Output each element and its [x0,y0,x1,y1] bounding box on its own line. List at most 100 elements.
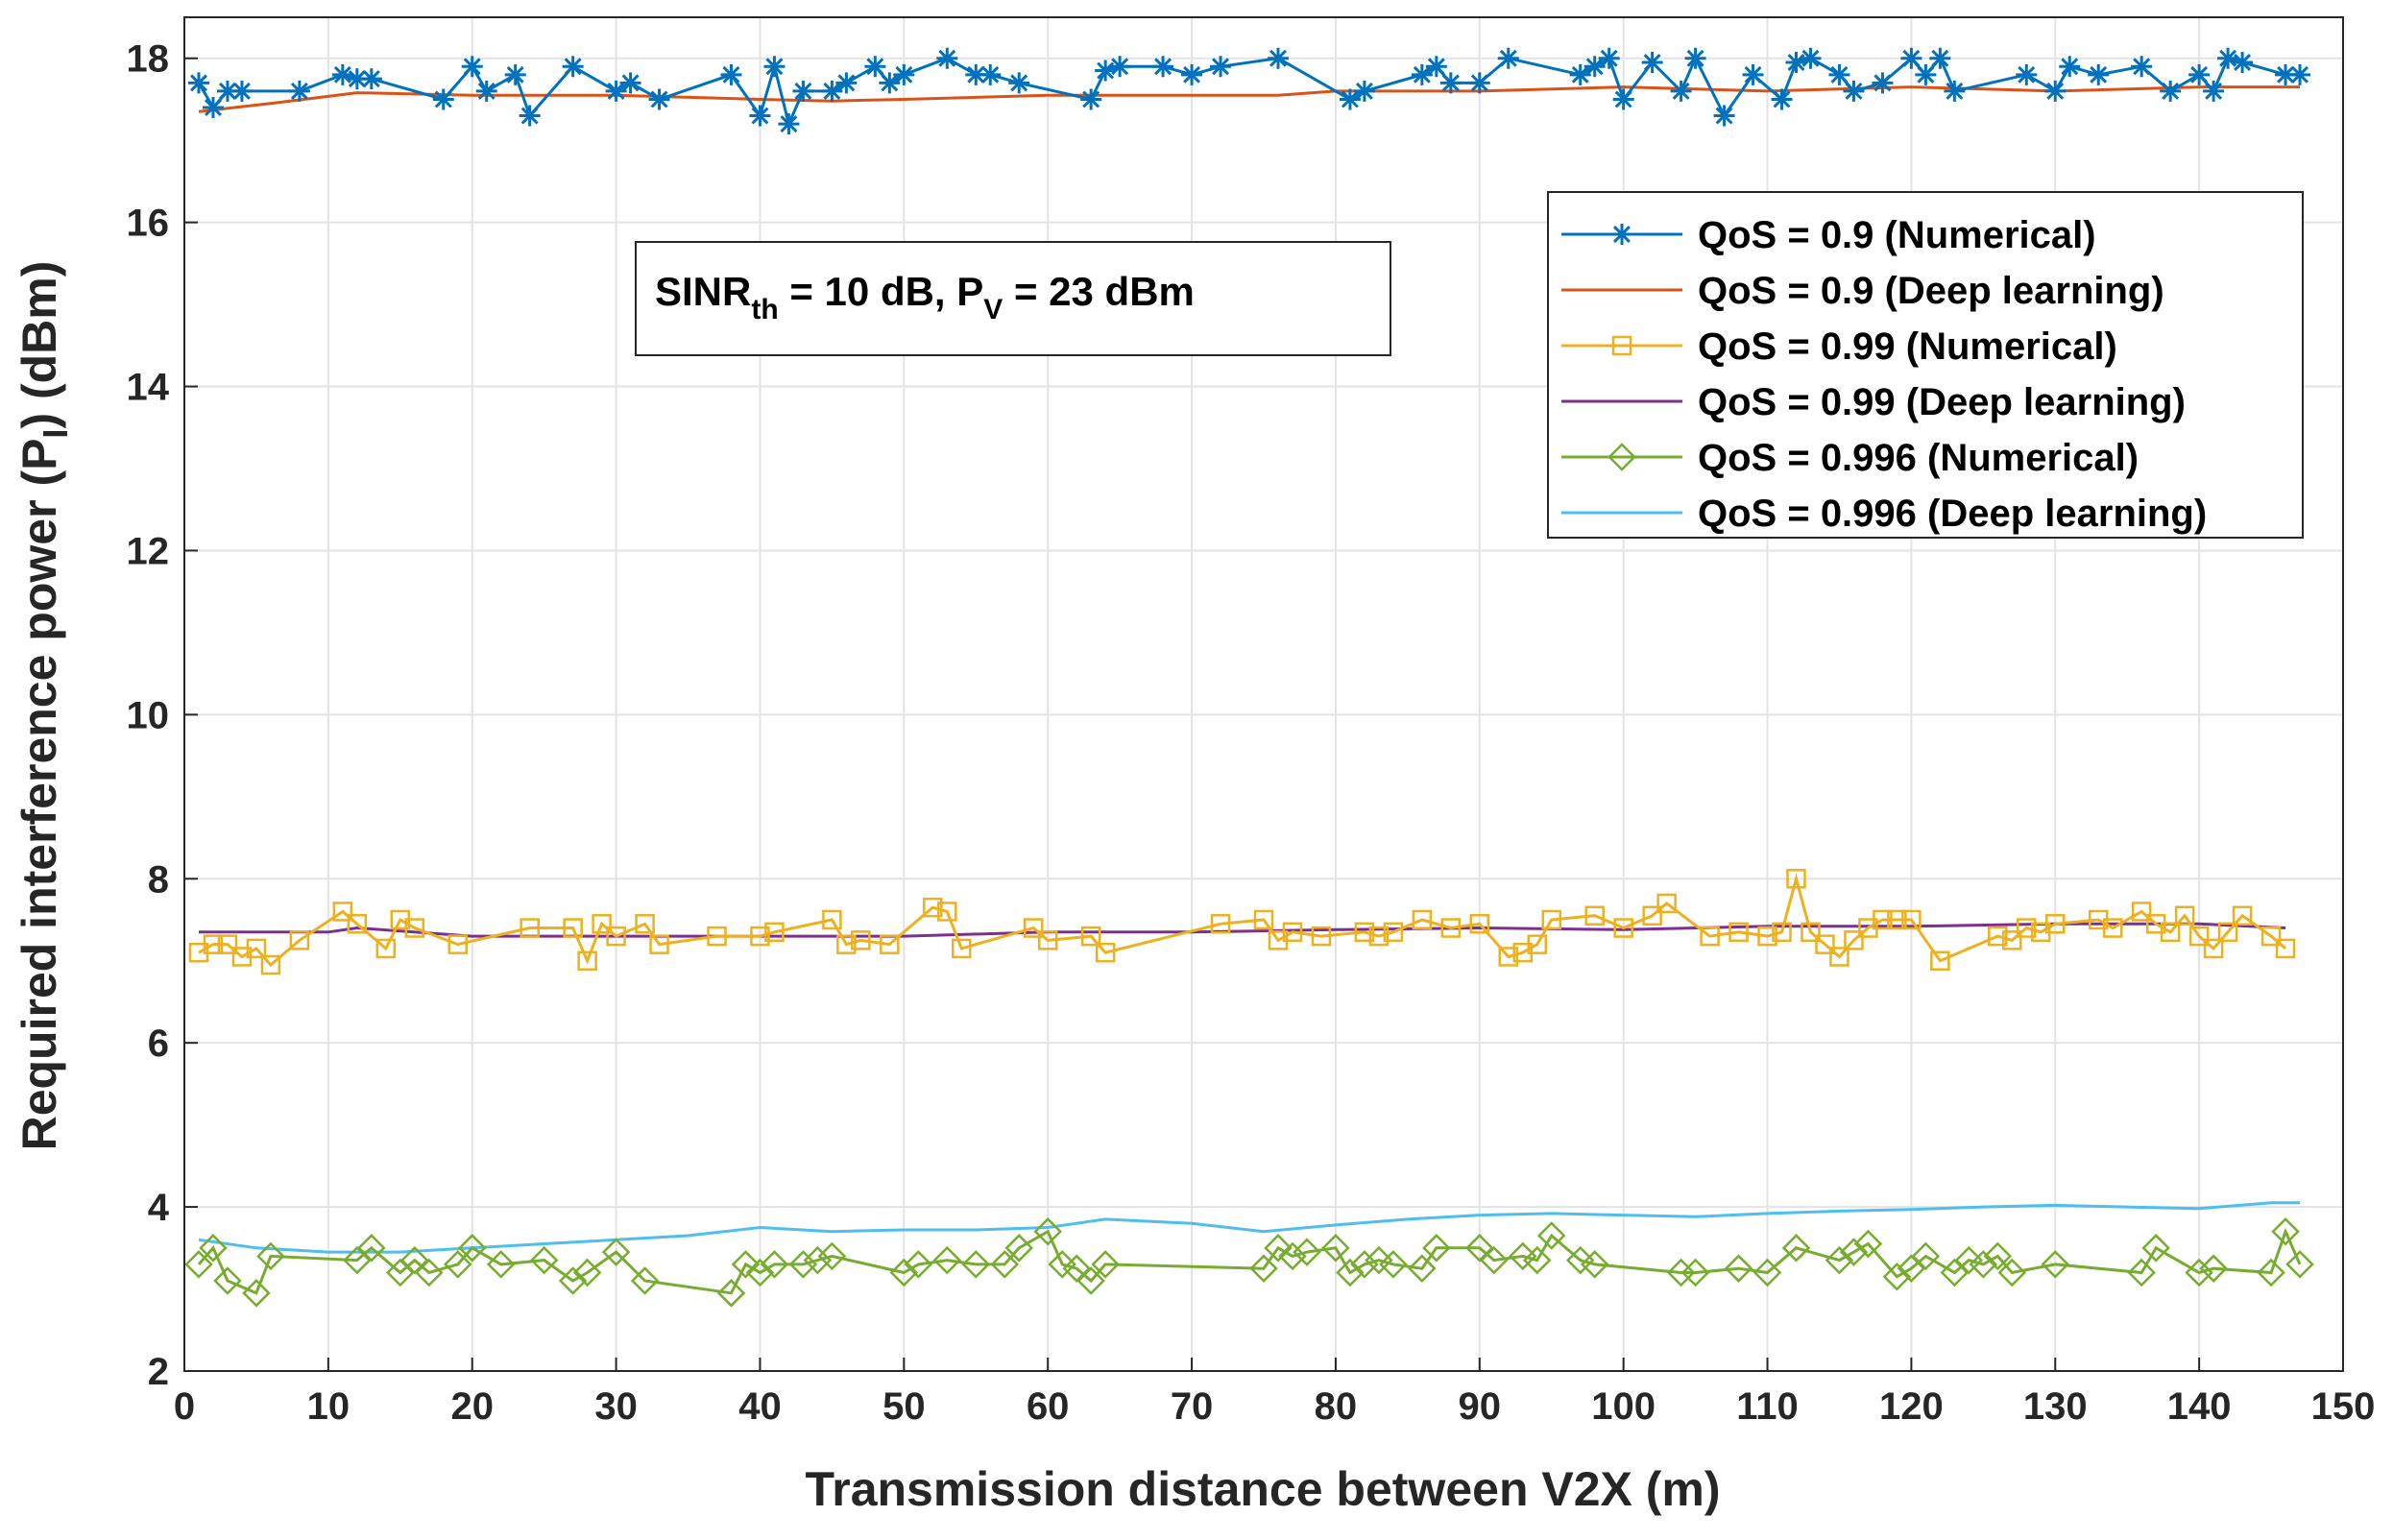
data-point [1781,1234,1811,1263]
data-point [246,938,267,959]
data-point [1095,942,1116,963]
annotation-pv-subscript: V [983,294,1003,325]
data-point [475,80,497,102]
data-point [880,934,900,954]
series-line [197,1227,2302,1295]
data-point [2203,938,2224,959]
data-point [260,954,281,975]
data-point [788,1250,818,1279]
data-point [217,934,238,954]
data-point [562,56,584,78]
data-point [1336,1258,1365,1287]
data-point [1498,947,1519,967]
data-point [2232,52,2254,73]
data-point [2203,80,2225,102]
data-point [1080,926,1101,947]
data-point [1801,922,1821,943]
y-axis-title-unit: ) (dBm) [12,261,66,429]
annotation-box: SINRth = 10 dB, PV = 23 dBm [635,241,1391,356]
data-point [1379,1250,1408,1279]
data-point [1613,918,1633,938]
x-tick-label: 10 [307,1385,350,1428]
data-point [1527,934,1547,954]
data-point [1023,918,1044,938]
data-point [187,72,209,94]
data-point [360,68,382,90]
data-point [520,918,540,938]
data-point [1843,80,1865,102]
data-point [990,1250,1020,1279]
data-point [1785,52,1807,73]
data-point [1580,1250,1609,1279]
data-point [2044,80,2067,102]
data-point [1844,930,1864,950]
data-point [486,1250,516,1279]
data-point [1440,918,1462,938]
annotation-sinr: SINR [655,269,751,314]
data-point [965,63,987,85]
data-point [1091,1250,1120,1279]
data-point [1900,47,1922,69]
x-tick-label: 30 [594,1385,638,1428]
data-point [1656,893,1677,914]
data-point [2232,905,2253,926]
data-point [577,950,597,971]
data-point [707,926,727,947]
data-point [803,1245,833,1275]
data-point [332,902,353,922]
data-point [1642,905,1662,926]
data-point [1425,56,1447,78]
data-point [1253,909,1274,930]
y-tick-label: 16 [127,203,170,245]
data-point [572,1258,602,1287]
y-tick-label: 8 [148,858,169,901]
annotation-text: SINRth = 10 dB, PV = 23 dBm [655,269,1195,325]
data-point [2275,938,2296,959]
x-tick-label: 140 [2167,1385,2232,1428]
data-point [1815,934,1835,954]
data-point [1522,1245,1552,1275]
series-3 [188,869,2296,975]
y-axis-title: Required interference power (PI) (dBm) [12,261,75,1151]
data-point [1828,63,1850,85]
data-point [1929,47,1951,69]
data-point [1109,56,1131,78]
data-point [649,934,669,954]
data-point [932,1245,962,1275]
legend-label: QoS = 0.99 (Numerical) [1698,325,2117,368]
data-point [601,1238,631,1266]
data-point [213,1266,242,1295]
data-point [2217,922,2238,943]
data-point [2185,1258,2213,1287]
legend: QoS = 0.9 (Numerical) QoS = 0.9 (Deep lea… [1547,191,2304,539]
plot-frame [183,16,2344,1372]
data-point [1612,88,1634,110]
data-point [1713,105,1735,127]
series-line [198,873,2287,968]
data-point [763,56,786,78]
data-point [1439,72,1462,94]
data-point [778,113,800,135]
data-point [749,105,771,127]
data-point [835,72,858,94]
data-point [1700,926,1720,947]
data-point [1267,47,1289,69]
y-tick-label: 12 [127,530,170,572]
series-line [198,85,2300,113]
data-point [529,1245,559,1275]
data-point [1033,1216,1062,1246]
data-point [720,63,742,85]
data-point [1684,47,1706,69]
data-point [404,918,425,938]
y-tick-label: 6 [148,1023,169,1065]
data-point [1887,909,1907,930]
x-tick-label: 40 [738,1385,782,1428]
series-5 [184,1216,2314,1308]
data-point [1940,1258,1970,1287]
data-point [1969,1250,1998,1279]
data-point [2260,926,2282,947]
data-point [2102,918,2123,938]
data-point [1911,1241,1941,1271]
y-tick-label: 10 [127,694,170,736]
data-point [745,1258,775,1287]
